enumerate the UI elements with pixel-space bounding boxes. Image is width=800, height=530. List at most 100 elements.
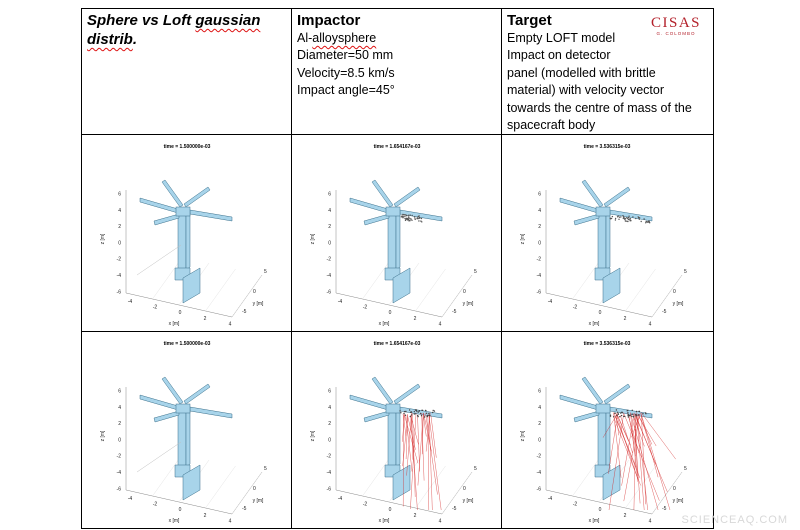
debris-ray: [640, 414, 671, 511]
plot-title: time = 3.536315e-03: [584, 341, 631, 347]
debris-fragment: [629, 415, 631, 417]
material-name: alloysphere: [312, 31, 377, 45]
grid-line: [205, 269, 236, 312]
grid-line: [651, 275, 683, 318]
x-tick-label: -4: [338, 496, 343, 502]
z-tick-label: 2: [538, 422, 541, 428]
debris-fragment: [611, 216, 614, 218]
detector-panel-top-right: [183, 384, 211, 405]
detector-panel-top-right: [603, 187, 631, 208]
debris-fragment: [628, 218, 631, 221]
debris-fragment: [408, 409, 411, 412]
x-tick-label: 0: [179, 311, 182, 317]
z-tick-label: 4: [328, 405, 331, 411]
y-tick-label: 0: [463, 289, 466, 295]
z-tick-label: 6: [118, 389, 121, 395]
debris-fragment: [614, 218, 617, 220]
target-line-2: Impact on detector: [507, 48, 611, 63]
z-tick-label: -2: [537, 454, 542, 460]
y-axis-label: y [m]: [673, 498, 684, 504]
spacecraft-lower-panel: [182, 465, 201, 501]
plot-cell: time = 1.654167e-03 6 4 2 0 -2 -4 -6 -4 -2 0 2 4 -5 0 5…: [291, 134, 502, 333]
z-tick-label: 2: [118, 225, 121, 231]
x-axis-label: x [m]: [589, 321, 600, 327]
x-tick-label: 0: [599, 508, 602, 514]
debris-ray: [635, 412, 657, 447]
debris-fragment: [638, 219, 640, 221]
debris-fragment: [631, 415, 633, 418]
material-prefix: Al-: [297, 31, 313, 45]
detector-panel-left: [349, 395, 389, 411]
debris-fragment: [624, 219, 626, 221]
debris-fragment: [622, 215, 624, 217]
y-tick-label: 0: [673, 486, 676, 492]
z-tick-label: -4: [537, 470, 542, 476]
cisas-logo: CISAS G. COLOMBO: [649, 15, 703, 36]
grid-line: [362, 454, 393, 497]
debris-ray: [614, 415, 637, 468]
debris-fragment: [627, 410, 629, 412]
z-axis-label: z [m]: [100, 430, 106, 441]
y-axis-label: y [m]: [253, 301, 264, 307]
impactor-velocity: Velocity=8.5 km/s: [297, 65, 395, 80]
debris-ray: [411, 415, 414, 461]
detector-panel-top-right: [603, 384, 631, 405]
target-line-4: material) with velocity vector: [507, 83, 664, 98]
y-tick-label: 0: [673, 289, 676, 295]
spacecraft-tower: [387, 412, 397, 468]
debris-fragment: [418, 220, 420, 223]
spacecraft-lower-panel: [392, 268, 411, 304]
x-tick-label: 4: [649, 519, 652, 525]
debris-fragment: [627, 217, 630, 219]
z-tick-label: -4: [327, 470, 332, 476]
debris-ray: [617, 415, 629, 442]
debris-ray: [417, 415, 420, 472]
z-tick-label: -6: [537, 290, 542, 296]
debris-ray: [630, 412, 638, 483]
z-tick-label: -2: [117, 454, 122, 460]
debris-fragment: [620, 216, 622, 219]
debris-ray: [428, 413, 433, 511]
x-axis-label: x [m]: [169, 321, 180, 327]
debris-ray: [406, 412, 412, 477]
debris-ray: [612, 416, 641, 487]
y-tick-label: 5: [684, 269, 687, 275]
debris-fragment: [404, 216, 406, 218]
debris-ray: [410, 412, 417, 510]
debris-fragment: [406, 217, 408, 220]
detector-panel-front: [363, 411, 390, 423]
plot-title: time = 1.500000e-03: [164, 341, 211, 347]
z-tick-label: -4: [537, 273, 542, 279]
debris-fragment: [409, 214, 411, 217]
debris-ray: [631, 416, 640, 438]
x-tick-label: 2: [624, 513, 627, 519]
debris-fragment: [635, 415, 637, 418]
debris-fragment: [425, 410, 427, 412]
debris-fragment: [399, 410, 401, 413]
x-tick-label: 2: [414, 316, 417, 322]
z-tick-label: 2: [538, 225, 541, 231]
debris-fragment: [426, 416, 428, 418]
debris-fragment: [614, 413, 616, 415]
debris-fragment: [415, 413, 417, 415]
debris-rays: [402, 412, 442, 511]
detector-panel-back: [581, 180, 604, 208]
sim-plot: time = 1.654167e-03 6 4 2 0 -2 -4 -6 -4 -2 0 2 4 -5 0 5…: [310, 341, 477, 524]
plot-row-2: time = 1.500000e-03 6 4 2 0 -2 -4 -6 -4 -2 0 2 4 -5 0 5…: [81, 331, 714, 530]
x-tick-label: 0: [389, 311, 392, 317]
debris-fragment: [627, 219, 630, 221]
detector-panel-front: [153, 214, 180, 226]
grid-line: [231, 275, 263, 318]
debris-fragment: [411, 220, 413, 222]
grid-line: [572, 454, 603, 497]
detector-panel-right: [189, 407, 233, 419]
debris-fragment: [403, 413, 405, 415]
debris-fragment: [418, 410, 420, 413]
debris-ray: [635, 414, 638, 479]
z-tick-label: 4: [118, 405, 121, 411]
x-tick-label: -4: [128, 299, 133, 305]
debris-fragment: [627, 414, 629, 416]
results-table: Sphere vs Loft gaussian distrib. Impacto…: [81, 7, 714, 530]
debris-cloud: [609, 215, 651, 224]
spacecraft-tower: [597, 215, 607, 271]
